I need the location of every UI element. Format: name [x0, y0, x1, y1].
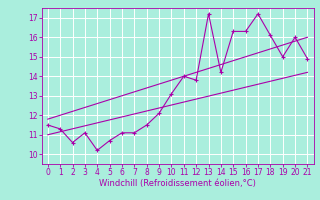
X-axis label: Windchill (Refroidissement éolien,°C): Windchill (Refroidissement éolien,°C)	[99, 179, 256, 188]
